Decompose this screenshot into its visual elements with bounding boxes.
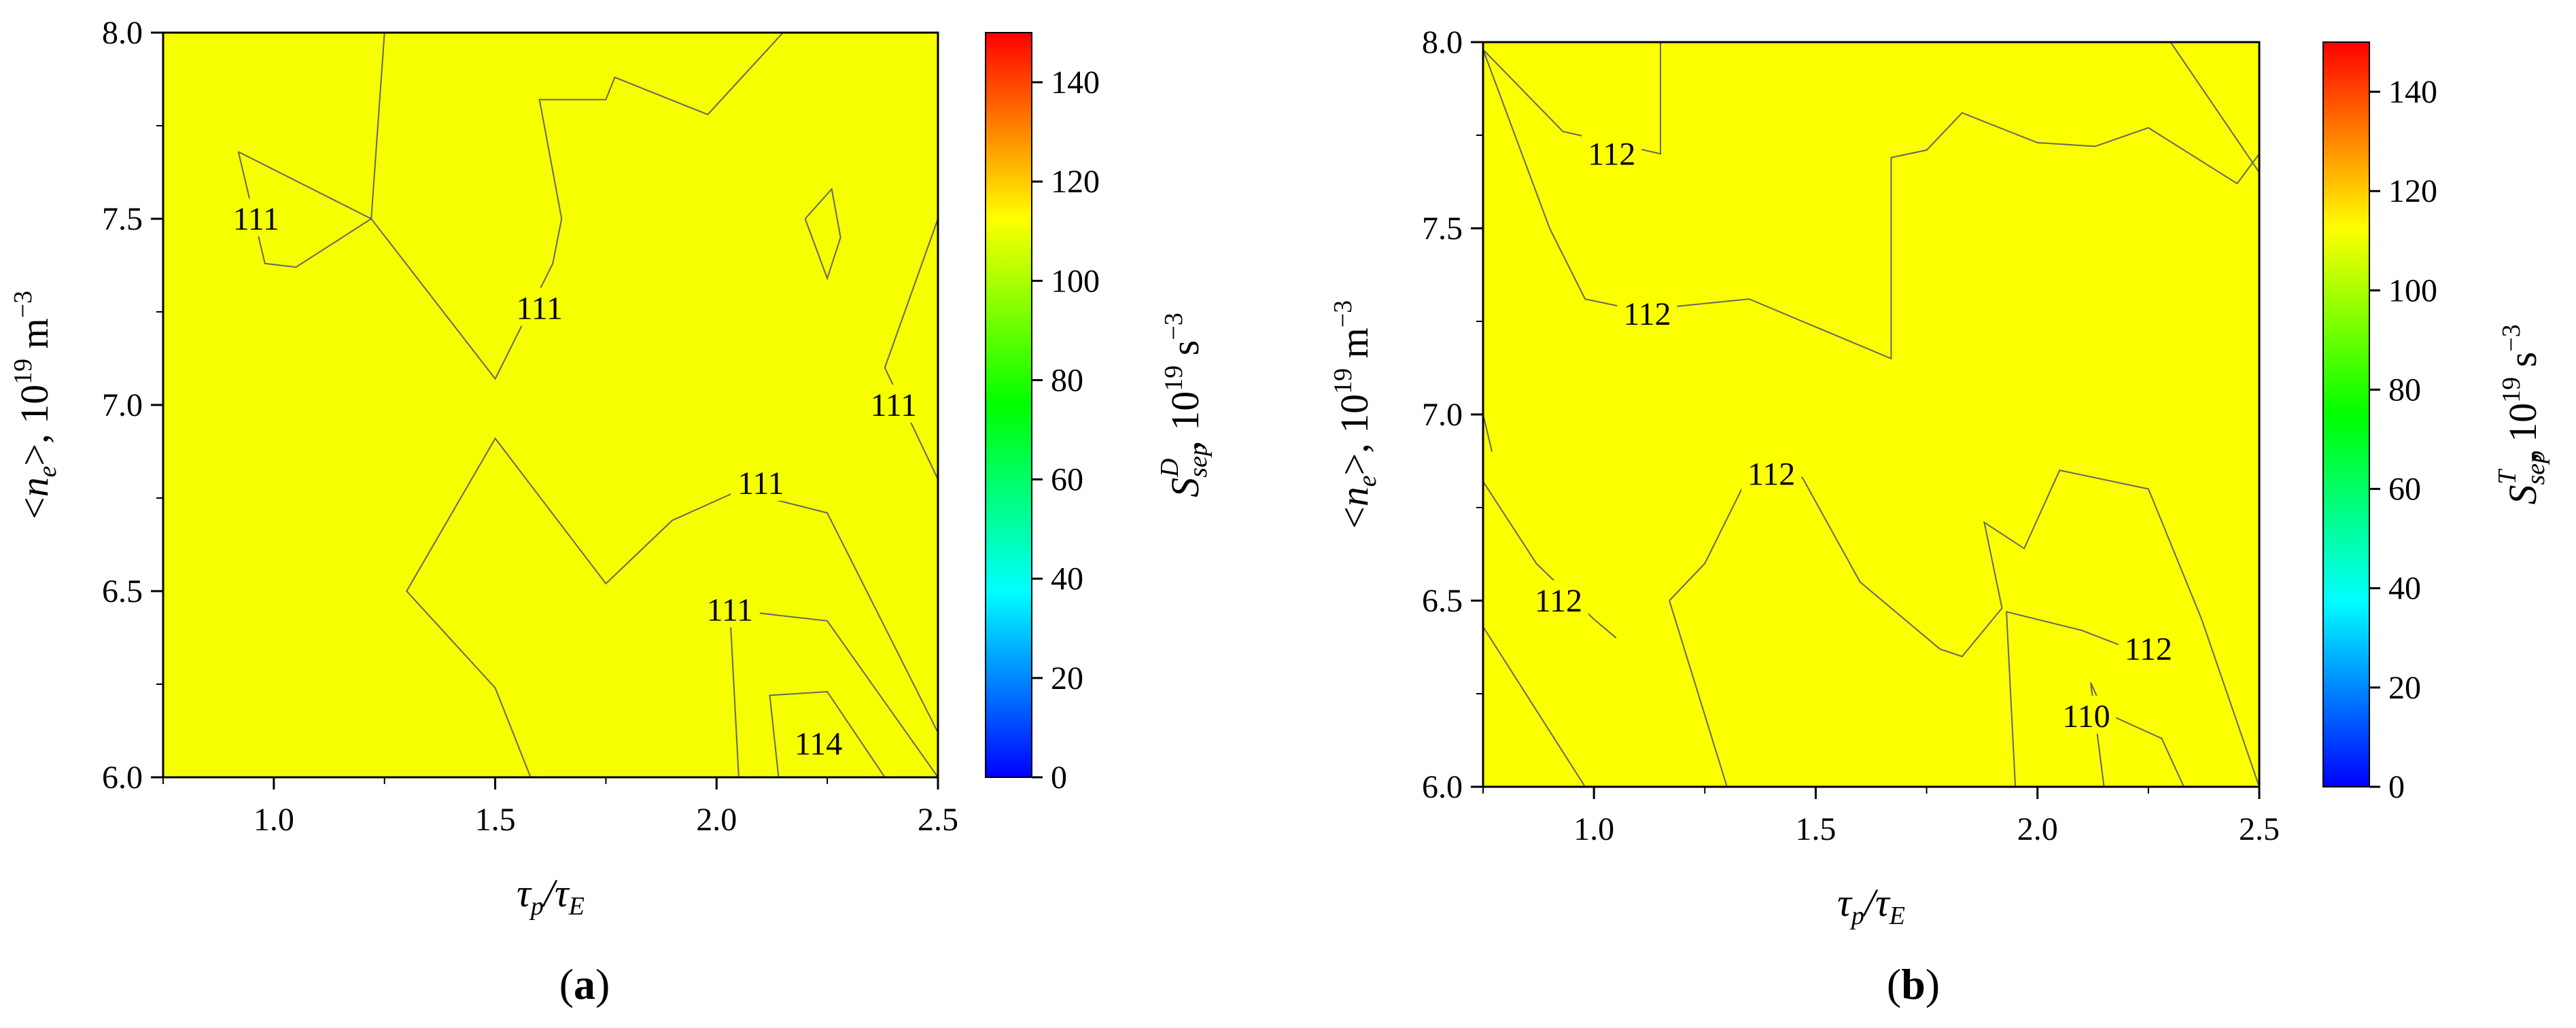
- contour-label-bg: [731, 463, 791, 501]
- x-tick-label: 2.0: [696, 802, 737, 838]
- y-tick-label: 8.0: [1422, 24, 1463, 60]
- y-tick-label: 6.0: [102, 760, 143, 796]
- x-tick-label: 1.5: [475, 802, 516, 838]
- contour-label-bg: [788, 723, 849, 762]
- contour-label: 111: [707, 592, 753, 628]
- contour-label-bg: [1741, 453, 1802, 492]
- colorbar: [2322, 41, 2370, 787]
- contour-label-bg: [509, 287, 570, 326]
- colorbar-tick-label: 20: [1051, 660, 1083, 696]
- contour-label: 111: [737, 465, 784, 501]
- colorbar: [985, 32, 1032, 778]
- contour-label-bg: [863, 385, 924, 423]
- contour-label-bg: [1617, 294, 1677, 332]
- chart-panel-b: 112 112 112 112 112 110 1.0 1.5 2.0 2.5 6.0 6.5 7.0 7…: [1329, 24, 2550, 1008]
- contour-line: [2170, 41, 2260, 173]
- y-axis-label: <ne>, 1019 m−3: [9, 291, 62, 519]
- contour-line: [884, 218, 939, 480]
- panel-label: (b): [1887, 960, 1940, 1008]
- y-tick-label: 7.5: [1422, 211, 1463, 247]
- x-tick-label: 1.0: [1573, 811, 1614, 847]
- contour-label: 112: [1747, 457, 1795, 493]
- contour-line: [729, 609, 939, 778]
- contour-label: 111: [516, 291, 562, 327]
- contour-line: [370, 32, 784, 380]
- y-tick-label: 6.5: [1422, 583, 1463, 619]
- contour-label: 112: [2125, 631, 2172, 667]
- contour-label-bg: [2118, 628, 2178, 667]
- colorbar-tick-label: 140: [1051, 65, 1100, 101]
- colorbar-tick-label: 140: [2388, 74, 2437, 110]
- x-tick-label: 1.0: [254, 802, 294, 838]
- colorbar-tick-label: 80: [1051, 362, 1083, 398]
- contour-line: [406, 437, 939, 778]
- colorbar-tick-label: 20: [2388, 670, 2421, 706]
- contour-label: 110: [2062, 698, 2110, 734]
- x-tick-label: 1.5: [1795, 811, 1836, 847]
- colorbar-tick-label: 100: [2388, 272, 2437, 308]
- contour-label-bg: [226, 198, 286, 236]
- y-tick-label: 8.0: [102, 15, 143, 51]
- y-tick-label: 6.5: [102, 573, 143, 609]
- contour-label-bg: [1528, 580, 1588, 618]
- colorbar-tick-label: 40: [2388, 571, 2421, 607]
- x-axis-label: τp/τE: [517, 871, 585, 921]
- y-tick-label: 7.5: [102, 201, 143, 237]
- contour-line: [804, 188, 841, 281]
- colorbar-tick-label: 120: [2388, 173, 2437, 209]
- colorbar-label: SsepD, 1019 s−3: [1155, 313, 1213, 497]
- colorbar-tick-label: 60: [1051, 462, 1083, 498]
- colorbar-tick-label: 0: [2388, 769, 2405, 805]
- chart-panel-a: 111 111 111 111 111 114 1.0 1.5 2.0 2.5 6.0 6.5 7.0 7…: [9, 15, 1213, 1008]
- colorbar-label: SsepT, 1019 s−3: [2493, 324, 2550, 504]
- panel-label: (a): [559, 960, 610, 1008]
- x-tick-label: 2.0: [2017, 811, 2058, 847]
- contour-label: 112: [1535, 583, 1582, 619]
- colorbar-tick-label: 80: [2388, 372, 2421, 408]
- y-tick-label: 7.0: [1422, 397, 1463, 433]
- colorbar-tick-label: 120: [1051, 164, 1100, 200]
- colorbar-tick-label: 100: [1051, 263, 1100, 299]
- contour-label-bg: [699, 589, 760, 628]
- contour-label: 114: [795, 726, 842, 762]
- contour-line: [1482, 414, 1493, 453]
- contour-line: [769, 690, 886, 778]
- y-tick-label: 6.0: [1422, 769, 1463, 805]
- x-tick-label: 2.5: [2239, 811, 2280, 847]
- contour-label: 111: [871, 387, 917, 423]
- x-axis-label: τp/τE: [1837, 881, 1905, 930]
- contour-label: 112: [1623, 296, 1671, 332]
- x-tick-label: 2.5: [918, 802, 958, 838]
- contour-label: 111: [233, 201, 279, 237]
- colorbar-tick-label: 40: [1051, 561, 1083, 597]
- contour-line: [2005, 611, 2140, 787]
- contour-label: 112: [1588, 136, 1635, 172]
- contour-label-bg: [1582, 133, 1642, 172]
- contour-label-bg: [2056, 695, 2117, 734]
- y-tick-label: 7.0: [102, 387, 143, 423]
- contour-line: [1482, 49, 2260, 360]
- colorbar-tick-label: 60: [2388, 472, 2421, 508]
- contour-line: [1669, 600, 1728, 787]
- contour-line: [1482, 626, 1586, 787]
- colorbar-tick-label: 0: [1051, 760, 1067, 796]
- y-axis-label: <ne>, 1019 m−3: [1329, 300, 1382, 529]
- heatmap-field: [163, 33, 938, 777]
